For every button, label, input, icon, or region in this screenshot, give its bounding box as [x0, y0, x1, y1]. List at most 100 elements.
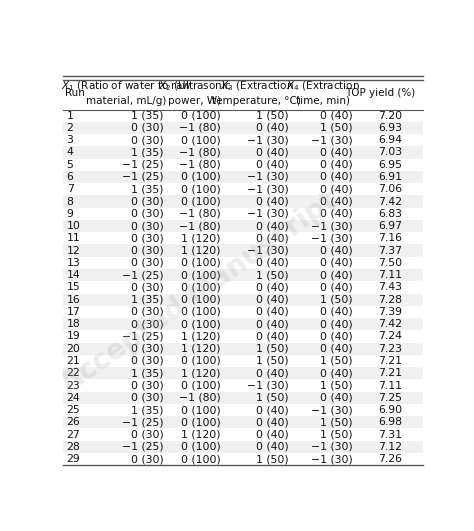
Text: 22: 22 — [66, 368, 81, 378]
Text: 0 (40): 0 (40) — [256, 221, 289, 231]
Text: 1 (35): 1 (35) — [131, 184, 164, 194]
Text: 0 (40): 0 (40) — [320, 196, 353, 207]
Bar — [63, 355, 423, 367]
Text: 27: 27 — [66, 430, 81, 440]
Text: 0 (30): 0 (30) — [131, 123, 164, 133]
Text: 7.06: 7.06 — [378, 184, 402, 194]
Text: 7.24: 7.24 — [378, 331, 402, 341]
Text: 1 (35): 1 (35) — [131, 368, 164, 378]
Text: Accepted Manuscript: Accepted Manuscript — [55, 186, 342, 399]
Text: 0 (40): 0 (40) — [256, 295, 289, 305]
Text: 0 (30): 0 (30) — [131, 196, 164, 207]
Text: $X_1$ (Ratio of water to raw
material, mL/g): $X_1$ (Ratio of water to raw material, m… — [61, 80, 191, 106]
Text: Run: Run — [65, 88, 85, 98]
Text: 0 (100): 0 (100) — [181, 405, 220, 415]
Text: 0 (40): 0 (40) — [320, 110, 353, 121]
Text: 7.26: 7.26 — [378, 454, 402, 464]
Text: 0 (30): 0 (30) — [131, 454, 164, 464]
Text: 0 (100): 0 (100) — [181, 356, 220, 366]
Text: 0 (40): 0 (40) — [320, 172, 353, 182]
Text: 1: 1 — [66, 110, 73, 121]
Text: 0 (40): 0 (40) — [256, 442, 289, 452]
Text: 0 (100): 0 (100) — [181, 442, 220, 452]
Bar — [63, 195, 423, 208]
Bar — [63, 404, 423, 416]
Text: 0 (100): 0 (100) — [181, 110, 220, 121]
Text: −1 (30): −1 (30) — [247, 381, 289, 390]
Text: −1 (25): −1 (25) — [122, 331, 164, 341]
Text: 17: 17 — [66, 307, 81, 317]
Text: 0 (40): 0 (40) — [320, 160, 353, 170]
Text: 7.28: 7.28 — [378, 295, 402, 305]
Text: 0 (40): 0 (40) — [256, 307, 289, 317]
Bar — [63, 367, 423, 379]
Text: 1 (50): 1 (50) — [320, 123, 353, 133]
Text: 0 (40): 0 (40) — [320, 245, 353, 255]
Bar — [63, 134, 423, 147]
Text: 14: 14 — [66, 270, 81, 280]
Text: 1 (120): 1 (120) — [181, 430, 220, 440]
Text: 15: 15 — [66, 282, 81, 293]
Text: 6.93: 6.93 — [378, 123, 402, 133]
Text: 0 (40): 0 (40) — [256, 160, 289, 170]
Text: 7.03: 7.03 — [378, 148, 402, 158]
Text: 0 (40): 0 (40) — [320, 368, 353, 378]
Text: 0 (30): 0 (30) — [131, 245, 164, 255]
Text: 1 (50): 1 (50) — [256, 356, 289, 366]
Text: 6.83: 6.83 — [378, 209, 402, 219]
Text: −1 (30): −1 (30) — [311, 405, 353, 415]
Text: 7.23: 7.23 — [378, 344, 402, 354]
Text: 0 (40): 0 (40) — [256, 368, 289, 378]
Bar — [63, 147, 423, 159]
Text: 0 (100): 0 (100) — [181, 454, 220, 464]
Text: −1 (30): −1 (30) — [247, 209, 289, 219]
Text: 0 (40): 0 (40) — [256, 331, 289, 341]
Text: 1 (50): 1 (50) — [320, 430, 353, 440]
Text: 1 (50): 1 (50) — [320, 295, 353, 305]
Text: 0 (40): 0 (40) — [320, 393, 353, 403]
Text: 0 (40): 0 (40) — [320, 344, 353, 354]
Text: 6.95: 6.95 — [378, 160, 402, 170]
Bar — [63, 244, 423, 256]
Text: 0 (100): 0 (100) — [181, 196, 220, 207]
Text: −1 (25): −1 (25) — [122, 160, 164, 170]
Text: 1 (50): 1 (50) — [320, 381, 353, 390]
Text: 7.42: 7.42 — [378, 319, 402, 329]
Text: −1 (30): −1 (30) — [247, 245, 289, 255]
Text: 28: 28 — [66, 442, 81, 452]
Text: 7.50: 7.50 — [378, 258, 402, 268]
Text: 6.94: 6.94 — [378, 135, 402, 145]
Text: 0 (30): 0 (30) — [131, 307, 164, 317]
Text: 0 (100): 0 (100) — [181, 319, 220, 329]
Text: 0 (100): 0 (100) — [181, 381, 220, 390]
Text: 0 (100): 0 (100) — [181, 258, 220, 268]
Text: 11: 11 — [66, 233, 81, 243]
Text: 0 (40): 0 (40) — [256, 196, 289, 207]
Bar — [63, 269, 423, 281]
Text: 0 (40): 0 (40) — [256, 258, 289, 268]
Text: 13: 13 — [66, 258, 81, 268]
Text: −1 (80): −1 (80) — [179, 221, 220, 231]
Text: 18: 18 — [66, 319, 81, 329]
Text: 7.16: 7.16 — [378, 233, 402, 243]
Text: 8: 8 — [66, 196, 73, 207]
Text: 29: 29 — [66, 454, 81, 464]
Text: 3: 3 — [66, 135, 73, 145]
Text: 0 (40): 0 (40) — [256, 233, 289, 243]
Text: −1 (25): −1 (25) — [122, 442, 164, 452]
Text: 12: 12 — [66, 245, 81, 255]
Text: 1 (120): 1 (120) — [181, 344, 220, 354]
Text: 7.12: 7.12 — [378, 442, 402, 452]
Text: −1 (30): −1 (30) — [247, 184, 289, 194]
Text: 0 (100): 0 (100) — [181, 282, 220, 293]
Text: 1 (50): 1 (50) — [256, 344, 289, 354]
Bar — [63, 256, 423, 269]
Text: −1 (30): −1 (30) — [311, 233, 353, 243]
Text: −1 (30): −1 (30) — [247, 135, 289, 145]
Text: 1 (120): 1 (120) — [181, 331, 220, 341]
Text: 0 (40): 0 (40) — [256, 405, 289, 415]
Text: 0 (30): 0 (30) — [131, 344, 164, 354]
Text: −1 (30): −1 (30) — [311, 221, 353, 231]
Text: 1 (35): 1 (35) — [131, 295, 164, 305]
Text: −1 (80): −1 (80) — [179, 148, 220, 158]
